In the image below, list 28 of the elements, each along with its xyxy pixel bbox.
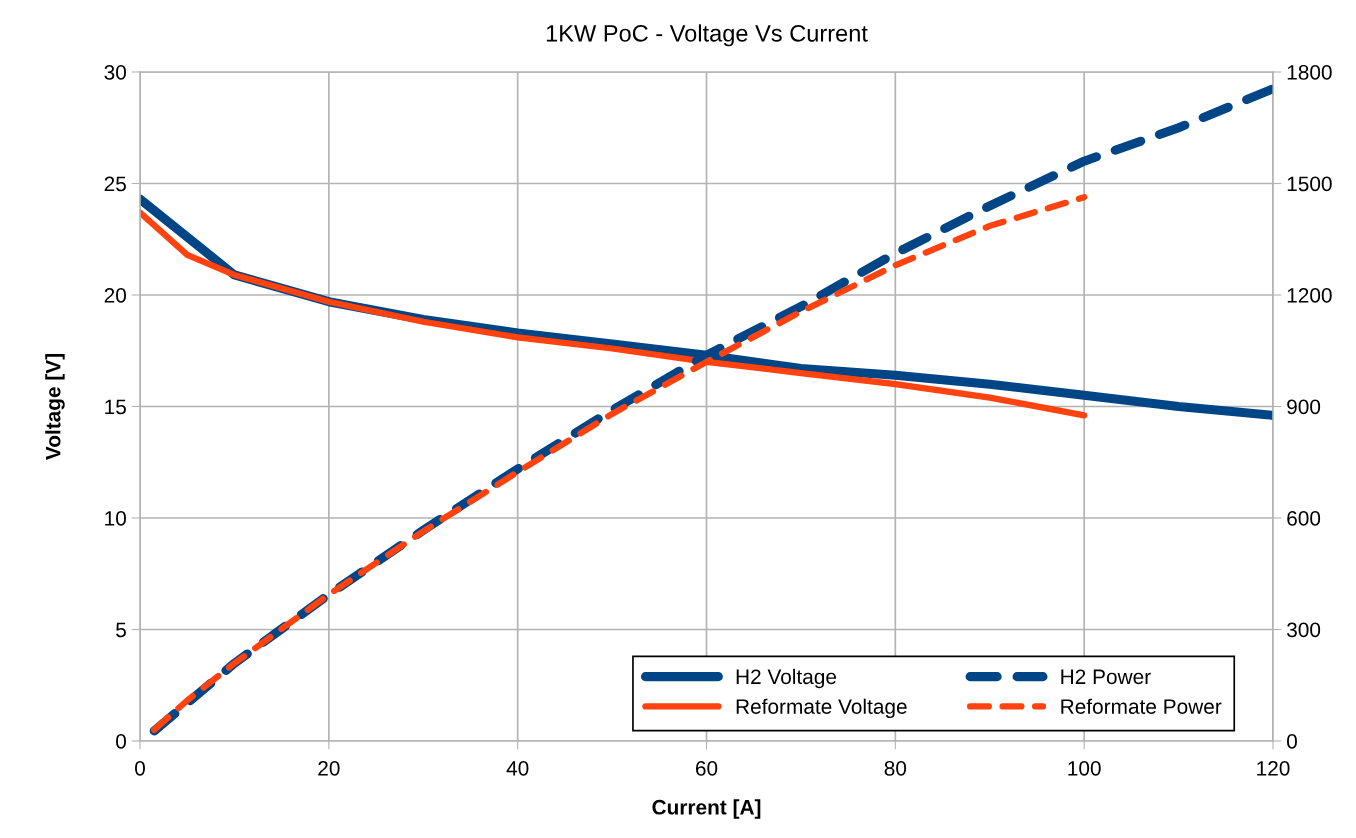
legend-label: H2 Voltage [736,668,837,689]
y-tick-label: 15 [105,399,126,415]
x-tick-label: 100 [1068,760,1101,776]
x-axis-title: Current [A] [652,799,761,819]
y-tick-label: 0 [116,734,126,749]
x-tick-label: 40 [506,760,529,776]
x-tick-label: 20 [318,760,340,776]
y-tick-label: 10 [105,511,126,526]
y2-tick-label: 600 [1287,511,1321,526]
y2-tick-label: 0 [1287,734,1297,749]
y-axis-title: Voltage [V] [45,354,65,460]
y-tick-label: 20 [104,288,126,303]
y-tick-label: 25 [104,176,126,192]
y-tick-label: 5 [116,622,126,638]
x-tick-label: 120 [1257,760,1290,776]
y2-tick-label: 1800 [1287,65,1332,80]
y-tick-label: 30 [104,65,126,80]
legend-label: Reformate Power [1061,698,1222,714]
legend-label: Reformate Voltage [736,698,907,719]
y2-tick-label: 300 [1286,622,1321,638]
chart-title: 1KW PoC - Voltage Vs Current [546,24,868,47]
x-tick-label: 60 [695,760,718,776]
y2-tick-label: 1500 [1287,176,1332,192]
y2-tick-label: 900 [1287,399,1321,415]
x-tick-label: 80 [884,760,907,776]
y2-tick-label: 1200 [1287,288,1332,303]
x-tick-label: 0 [135,760,145,776]
legend-label: H2 Power [1061,669,1151,685]
